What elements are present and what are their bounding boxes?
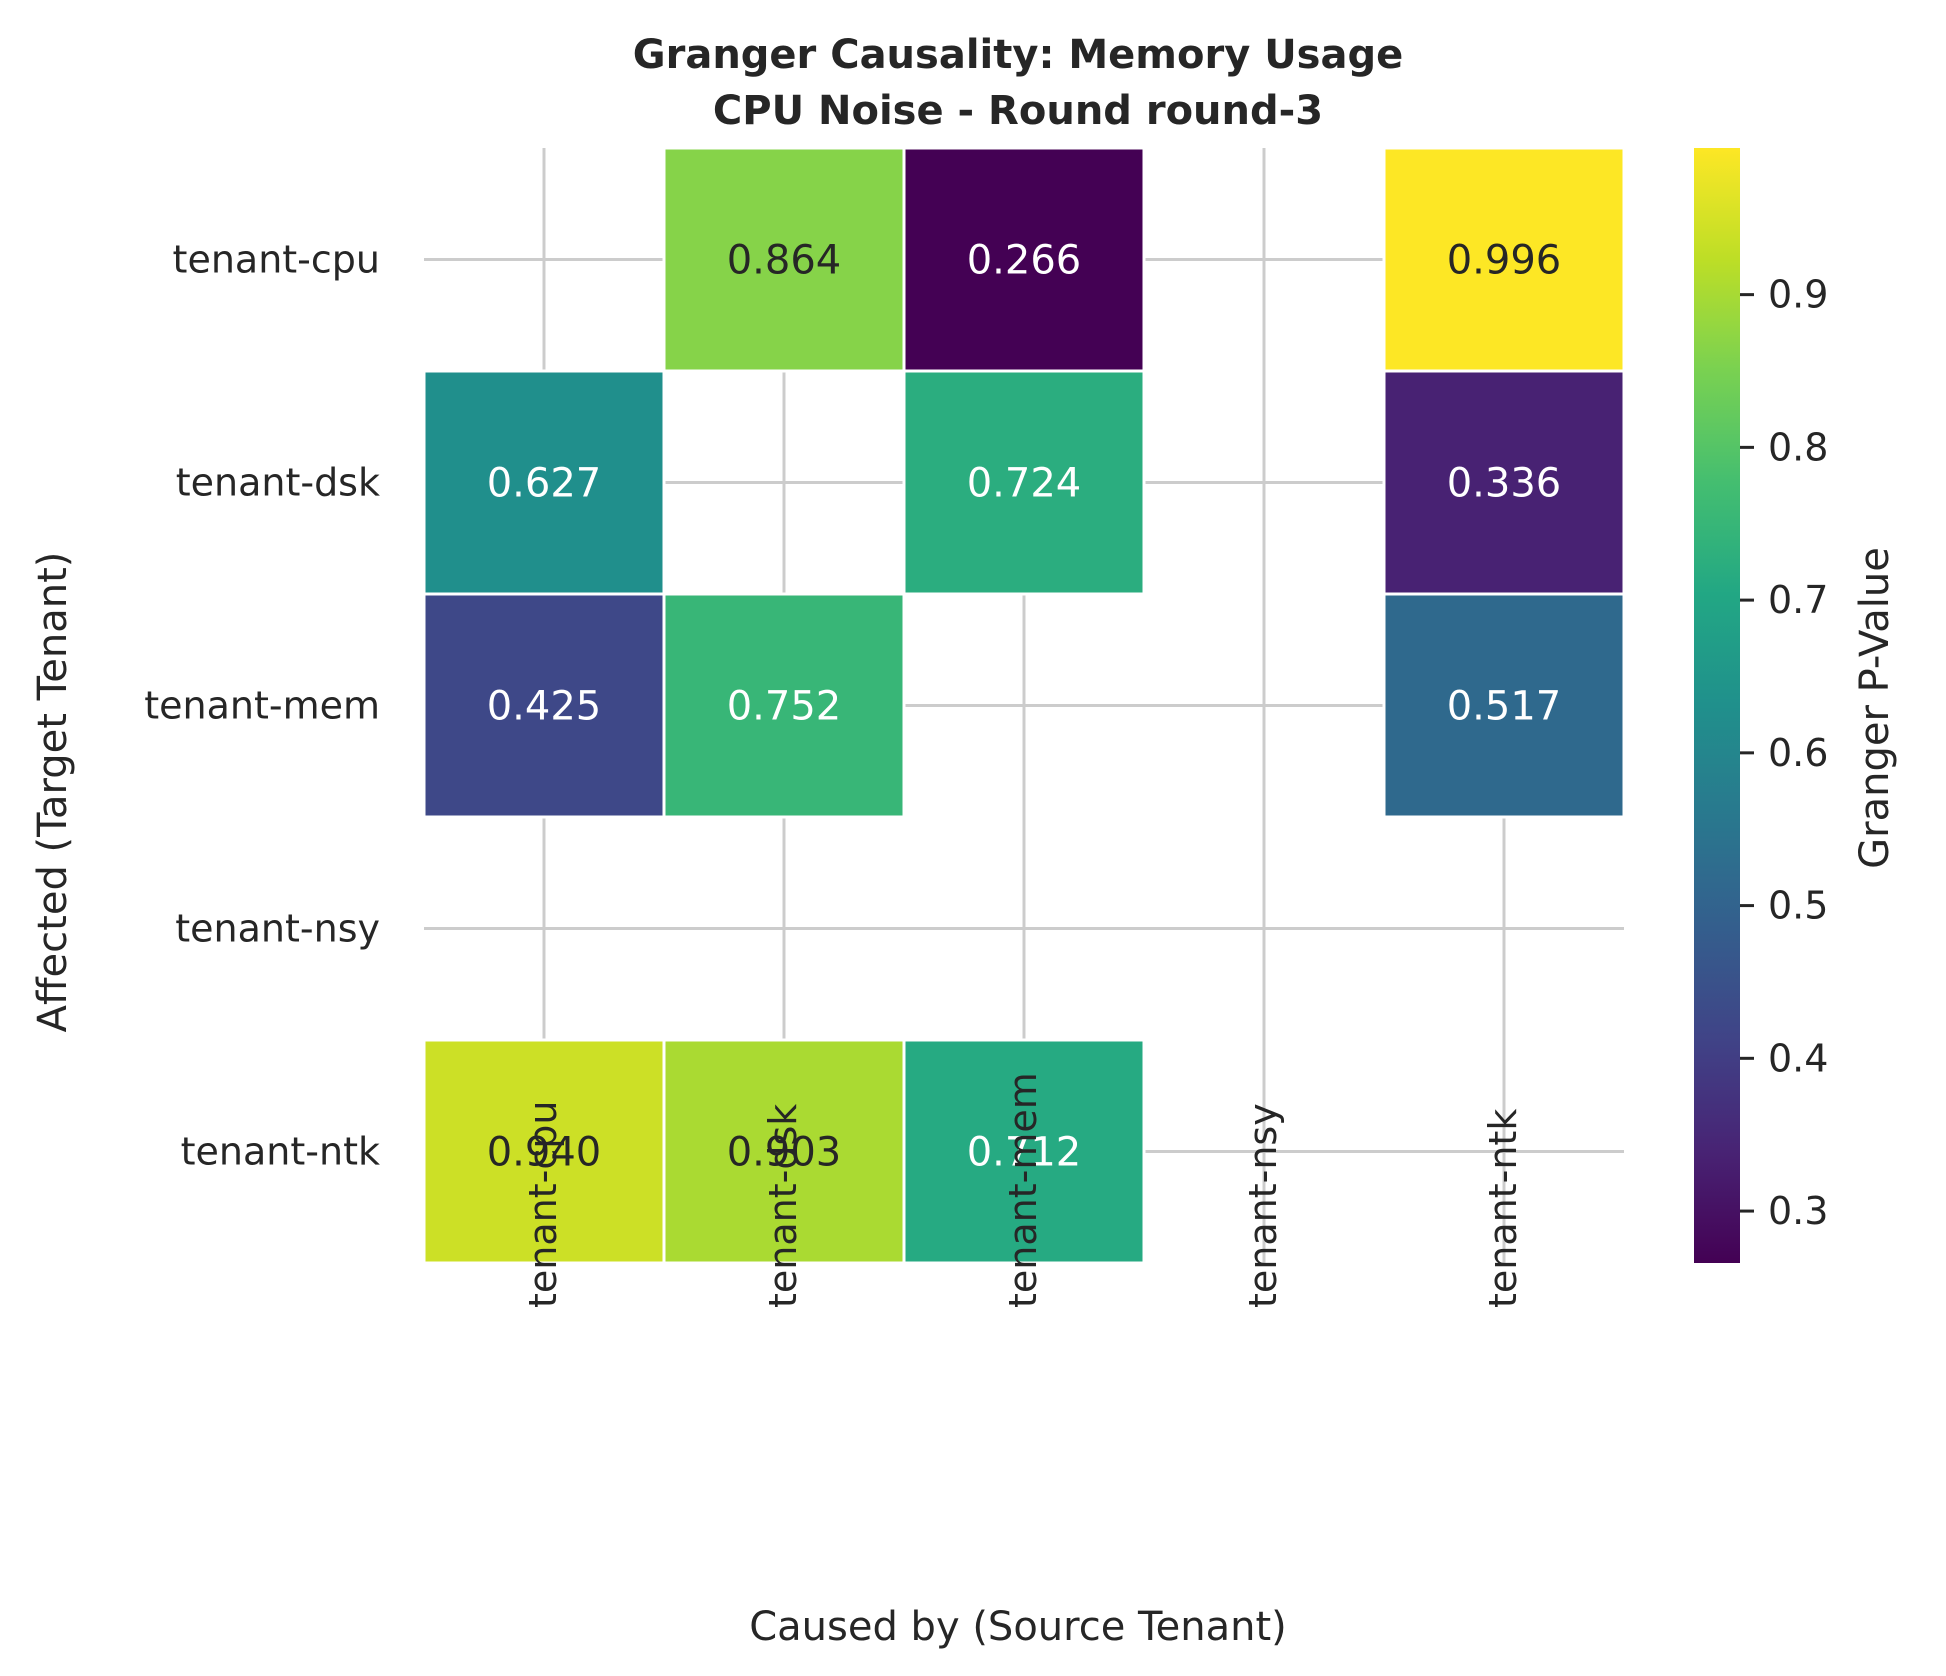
heatmap-cell <box>902 369 1146 596</box>
cell-value-label: 0.903 <box>727 1130 842 1176</box>
heatmap-cell <box>422 369 666 596</box>
colorbar-tick-label: 0.8 <box>1768 425 1828 469</box>
y-tick-label: tenant-ntk <box>181 1130 380 1174</box>
heatmap-cell <box>662 1038 906 1265</box>
cell-value-label: 0.752 <box>727 684 842 730</box>
cell-value-label: 0.266 <box>967 238 1082 284</box>
cell-value-label: 0.996 <box>1447 238 1562 284</box>
x-tick-label: tenant-cpu <box>521 1101 565 1308</box>
colorbar-gradient <box>1694 148 1740 1263</box>
y-tick-label: tenant-mem <box>144 684 380 728</box>
cell-value-label: 0.712 <box>967 1130 1082 1176</box>
colorbar-tick-label: 0.6 <box>1768 731 1828 775</box>
colorbar-tick-label: 0.5 <box>1768 884 1828 928</box>
cell-value-label: 0.627 <box>487 461 602 507</box>
x-axis-label: Caused by (Source Tenant) <box>749 1604 1287 1650</box>
colorbar-tick-label: 0.7 <box>1768 578 1828 622</box>
cell-value-label: 0.425 <box>487 684 602 730</box>
chart-title-line-2: CPU Noise - Round round-3 <box>713 88 1323 134</box>
cell-value-label: 0.517 <box>1447 684 1562 730</box>
colorbar-tick-label: 0.4 <box>1768 1036 1828 1080</box>
cell-value-label: 0.940 <box>487 1130 602 1176</box>
heatmap-cell <box>1382 592 1626 819</box>
colorbar-label: Granger P-Value <box>1852 547 1898 869</box>
colorbar-tick-label: 0.9 <box>1768 273 1828 317</box>
cell-value-label: 0.864 <box>727 238 842 284</box>
heatmap-cell <box>902 146 1146 373</box>
y-axis-label: Affected (Target Tenant) <box>30 552 76 1033</box>
heatmap-cell <box>1382 369 1626 596</box>
colorbar: 0.3 0.4 0.5 0.6 0.7 0.8 0.9 <box>1694 148 1828 1263</box>
colorbar-tick-label: 0.3 <box>1768 1189 1828 1233</box>
y-tick-label: tenant-dsk <box>176 461 380 505</box>
x-tick-label: tenant-ntk <box>1481 1109 1525 1308</box>
plot-area: 0.864 0.266 0.996 0.627 0.724 0.336 0.425 0.752… <box>144 146 1626 1308</box>
cell-value-label: 0.336 <box>1447 461 1562 507</box>
heatmap-cell <box>662 592 906 819</box>
heatmap-cell <box>422 1038 666 1265</box>
heatmap-cell <box>902 1038 1146 1265</box>
x-tick-label: tenant-mem <box>1001 1072 1045 1308</box>
cell-value-label: 0.724 <box>967 461 1082 507</box>
x-tick-label: tenant-dsk <box>761 1104 805 1308</box>
y-tick-label: tenant-cpu <box>173 238 380 282</box>
heatmap-cell <box>422 592 666 819</box>
chart-title-line-1: Granger Causality: Memory Usage <box>633 32 1403 78</box>
x-tick-label: tenant-nsy <box>1241 1103 1285 1308</box>
y-tick-label: tenant-nsy <box>175 907 380 951</box>
